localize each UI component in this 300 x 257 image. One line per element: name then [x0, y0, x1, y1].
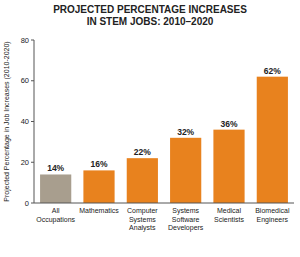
y-tick-label: 20 [21, 158, 29, 167]
y-axis-label: Projected Percentage in Job Increases (2… [3, 41, 11, 201]
y-axis-line [34, 40, 35, 203]
x-tick-label: SystemsSoftwareDevelopers [168, 207, 204, 232]
data-label: 36% [220, 119, 237, 129]
y-tick-label: 0 [25, 199, 29, 208]
data-label: 16% [90, 159, 107, 169]
data-label: 22% [134, 147, 151, 157]
data-label: 14% [47, 163, 64, 173]
bar [257, 77, 288, 203]
data-label: 62% [264, 66, 281, 76]
y-tick-label: 60 [21, 76, 29, 85]
bar [213, 130, 244, 203]
data-label: 32% [177, 127, 194, 137]
y-tick-label: 80 [21, 36, 29, 45]
x-tick-label: BiomedicalEngineers [255, 207, 290, 224]
data-labels: 14% 16% 22% 32% 36% 62% [47, 66, 281, 174]
chart: PROJECTED PERCENTAGE INCREASESIN STEM JO… [0, 0, 300, 257]
bar [127, 158, 158, 203]
x-tick-label: AllOccupations [36, 207, 75, 224]
y-tick-label: 40 [21, 117, 29, 126]
y-axis: 0 20 40 60 80 [21, 36, 34, 208]
x-tick-label: MedicalScientists [214, 207, 244, 223]
bar [83, 170, 114, 203]
x-axis-line [34, 203, 294, 204]
x-tick-label: ComputerSystemsAnalysts [127, 207, 158, 232]
x-tick-label: Mathematics [79, 207, 119, 214]
title: PROJECTED PERCENTAGE INCREASESIN STEM JO… [53, 4, 247, 27]
x-axis: AllOccupations Mathematics ComputerSystems… [36, 207, 290, 232]
bar [170, 138, 201, 203]
bars [40, 77, 288, 203]
bar [40, 174, 71, 203]
